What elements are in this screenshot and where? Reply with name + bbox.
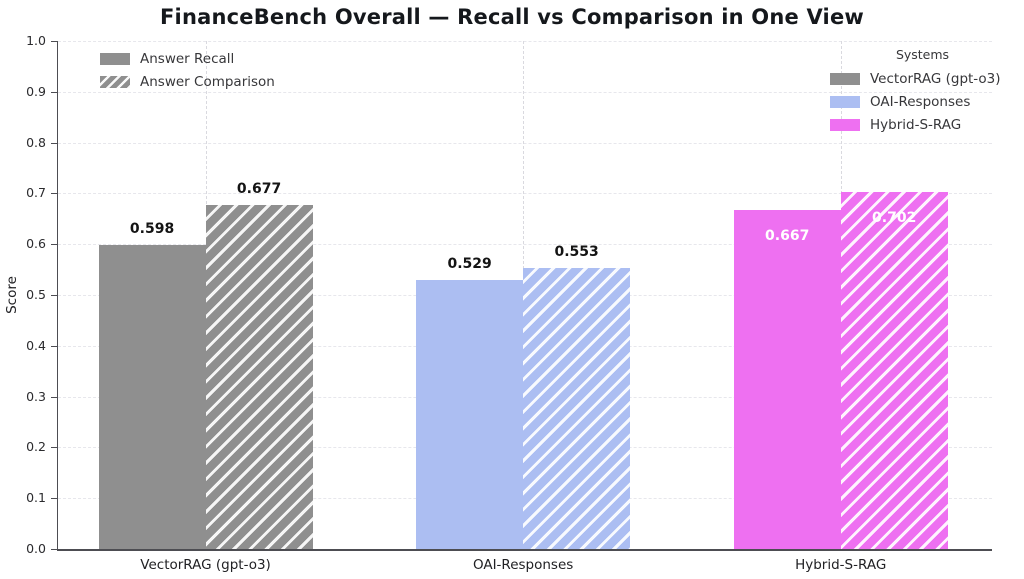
y-tick-mark: [51, 498, 58, 500]
y-tick-label: 0.6: [26, 236, 46, 252]
y-tick-mark: [51, 295, 58, 296]
legend-label: OAI-Responses: [870, 93, 971, 110]
y-tick-mark: [51, 244, 58, 246]
bar-value-label: 0.677: [236, 181, 282, 198]
y-tick-label: 1.0: [26, 33, 46, 48]
y-tick-label: 0.8: [26, 134, 46, 150]
h-gridline: [58, 41, 992, 42]
y-tick-mark: [51, 447, 58, 449]
x-tick-label: VectorRAG (gpt-o3): [140, 557, 271, 573]
legend-label: Answer Comparison: [140, 73, 275, 90]
y-tick-mark: [51, 549, 58, 550]
y-tick-label: 0.1: [26, 490, 46, 506]
legend-label: Hybrid-S-RAG: [870, 116, 962, 133]
chart-title: FinanceBench Overall — Recall vs Compari…: [160, 5, 864, 29]
bar-answer-recall-hybrid-s-rag: [733, 210, 841, 549]
bar-answer-comparison-vectorrag-gpt-o3: [205, 205, 313, 549]
y-tick-label: 0.9: [26, 83, 46, 99]
legend-patterns: Answer Recall Answer Comparison: [100, 47, 275, 93]
bar-value-label: 0.598: [129, 221, 175, 238]
legend-item: Hybrid-S-RAG: [830, 113, 1015, 136]
legend-item: Answer Recall: [100, 47, 275, 70]
legend-item: OAI-Responses: [830, 90, 1015, 113]
legend-swatch: [830, 72, 860, 85]
legend-swatch: [100, 52, 130, 65]
y-tick-mark: [51, 345, 58, 347]
y-tick-label: 0.4: [26, 337, 46, 353]
bar-value-label: 0.667: [765, 228, 810, 245]
bar-value-label: 0.529: [447, 256, 492, 273]
y-tick-mark: [51, 193, 58, 195]
y-tick-label: 0.2: [26, 439, 46, 455]
x-tick-label: OAI-Responses: [472, 557, 574, 573]
h-gridline: [58, 142, 992, 144]
bar-answer-recall-vectorrag-gpt-o3: [98, 245, 206, 549]
legend-systems: Systems VectorRAG (gpt-o3) OAI-Responses H…: [830, 47, 1015, 136]
bar-answer-recall-oai-responses: [416, 280, 524, 549]
bar-answer-comparison-hybrid-s-rag: [840, 192, 948, 549]
y-tick-mark: [51, 142, 58, 144]
y-tick-label: 0.3: [26, 388, 46, 404]
bar-value-label: 0.702: [872, 210, 917, 227]
legend-swatch: [830, 118, 860, 131]
legend-label: Answer Recall: [140, 50, 235, 67]
h-gridline: [58, 91, 992, 93]
legend-label: VectorRAG (gpt-o3): [870, 70, 1001, 87]
legend-swatch: [100, 75, 130, 88]
legend-systems-title: Systems: [895, 47, 950, 62]
plot-area: Score 0.0 0.1 0.2 0.3 0.4 0.5 0.6 0.7 0.8 0.9 1.0 0…: [4, 33, 992, 573]
h-gridline: [58, 244, 992, 246]
bar-answer-comparison-oai-responses: [523, 268, 631, 549]
legend-swatch: [830, 95, 860, 108]
h-gridline: [58, 193, 992, 195]
x-tick-label: Hybrid-S-RAG: [795, 557, 887, 573]
y-tick-mark: [51, 41, 58, 42]
legend-item: Answer Comparison: [100, 70, 275, 93]
y-tick-label: 0.7: [26, 185, 46, 201]
bar-value-label: 0.553: [554, 244, 599, 261]
y-tick-label: 0.0: [26, 541, 46, 556]
legend-item: VectorRAG (gpt-o3): [830, 67, 1015, 90]
y-tick-mark: [51, 91, 58, 93]
y-tick-mark: [51, 396, 58, 398]
y-tick-label: 0.5: [26, 287, 46, 302]
